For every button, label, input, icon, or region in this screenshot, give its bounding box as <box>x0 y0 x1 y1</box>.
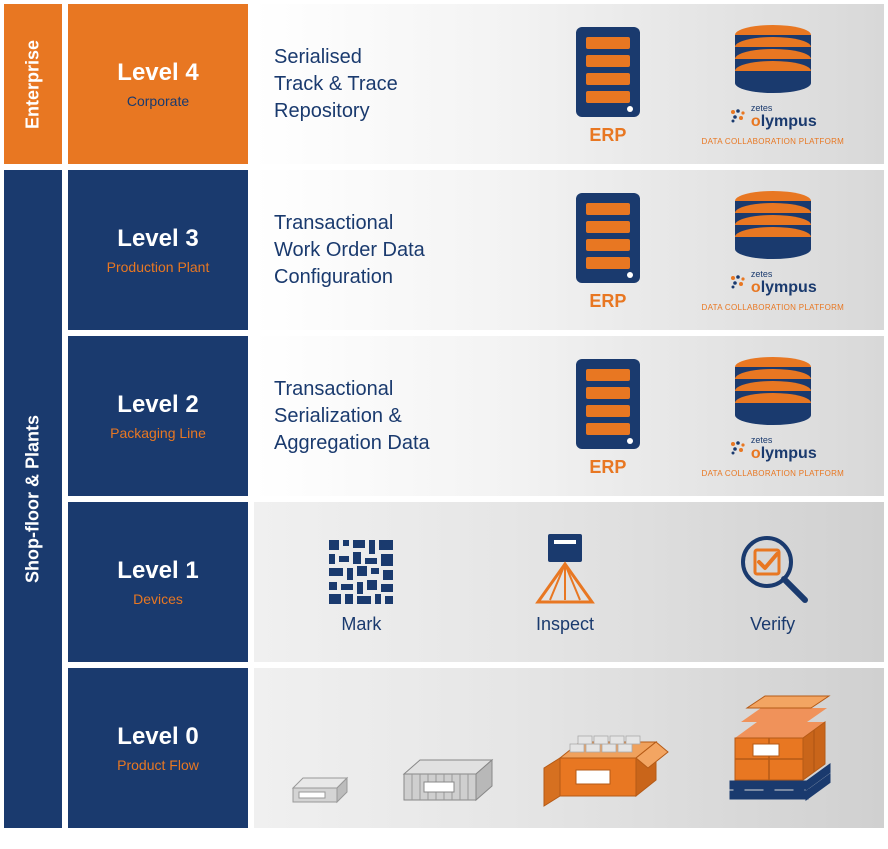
logo-tagline: DATA COLLABORATION PLATFORM <box>702 303 845 312</box>
logo-tagline: DATA COLLABORATION PLATFORM <box>702 469 845 478</box>
level0-content <box>254 668 884 828</box>
sidebar-shopfloor-text: Shop-floor & Plants <box>23 415 44 583</box>
level1-icons: Mark Inspect <box>274 530 864 635</box>
inspect-icon: Inspect <box>520 530 610 635</box>
erp-server-icon: ERP <box>574 25 642 146</box>
erp-label: ERP <box>589 125 626 146</box>
level4-subtitle: Corporate <box>127 93 189 109</box>
zetes-logo: zetes olympus <box>729 269 817 297</box>
level2-desc: Transactional Serialization & Aggregatio… <box>274 376 554 457</box>
logo-product: olympus <box>751 113 817 131</box>
logo-brand: zetes <box>751 103 817 113</box>
mark-label: Mark <box>341 614 381 635</box>
inspect-label: Inspect <box>536 614 594 635</box>
level0-title: Level 0 <box>117 723 198 751</box>
logo-dots-icon <box>729 440 747 458</box>
database-logo-icon: zetes olympus DATA COLLABORATION PLATFOR… <box>702 355 845 478</box>
database-logo-icon: zetes olympus DATA COLLABORATION PLATFOR… <box>702 189 845 312</box>
level2-desc-line1: Transactional <box>274 376 554 403</box>
level4-desc-line1: Serialised <box>274 44 554 71</box>
level4-desc-line3: Repository <box>274 98 554 125</box>
level1-cell: Level 1 Devices <box>68 502 248 662</box>
pallet-icon <box>713 688 853 808</box>
bundle-icon <box>398 748 498 808</box>
logo-dots-icon <box>729 108 747 126</box>
level3-icons: ERP <box>554 189 864 312</box>
single-pack-icon <box>285 768 355 808</box>
level4-desc: Serialised Track & Trace Repository <box>274 44 554 125</box>
level1-content: Mark Inspect <box>254 502 884 662</box>
level3-desc-line2: Work Order Data <box>274 237 554 264</box>
level3-desc: Transactional Work Order Data Configurat… <box>274 210 554 291</box>
level2-cell: Level 2 Packaging Line <box>68 336 248 496</box>
level1-title: Level 1 <box>117 557 198 585</box>
level3-content: Transactional Work Order Data Configurat… <box>254 170 884 330</box>
level1-subtitle: Devices <box>133 591 183 607</box>
level4-cell: Level 4 Corporate <box>68 4 248 164</box>
logo-brand: zetes <box>751 435 817 445</box>
erp-label: ERP <box>589 291 626 312</box>
open-case-icon <box>540 718 670 808</box>
level3-desc-line1: Transactional <box>274 210 554 237</box>
level2-desc-line3: Aggregation Data <box>274 430 554 457</box>
verify-icon: Verify <box>733 530 813 635</box>
erp-server-icon: ERP <box>574 191 642 312</box>
level3-desc-line3: Configuration <box>274 264 554 291</box>
level4-icons: ERP <box>554 23 864 146</box>
level2-title: Level 2 <box>117 391 198 419</box>
logo-tagline: DATA COLLABORATION PLATFORM <box>702 137 845 146</box>
level4-title: Level 4 <box>117 59 198 87</box>
logo-brand: zetes <box>751 269 817 279</box>
level2-content: Transactional Serialization & Aggregatio… <box>254 336 884 496</box>
level4-desc-line2: Track & Trace <box>274 71 554 98</box>
level2-desc-line2: Serialization & <box>274 403 554 430</box>
verify-label: Verify <box>750 614 795 635</box>
level0-cell: Level 0 Product Flow <box>68 668 248 828</box>
level0-icons <box>274 688 864 808</box>
logo-product: olympus <box>751 445 817 463</box>
zetes-logo: zetes olympus <box>729 103 817 131</box>
sidebar-enterprise-text: Enterprise <box>23 39 44 128</box>
level3-title: Level 3 <box>117 225 198 253</box>
sidebar-shopfloor: Shop-floor & Plants <box>4 170 62 828</box>
level2-icons: ERP <box>554 355 864 478</box>
level2-subtitle: Packaging Line <box>110 425 206 441</box>
level3-cell: Level 3 Production Plant <box>68 170 248 330</box>
level0-subtitle: Product Flow <box>117 757 199 773</box>
mark-icon: Mark <box>325 536 397 635</box>
levels-diagram: Enterprise Level 4 Corporate Serialised … <box>0 0 888 832</box>
level4-content: Serialised Track & Trace Repository ERP <box>254 4 884 164</box>
sidebar-enterprise: Enterprise <box>4 4 62 164</box>
level3-subtitle: Production Plant <box>107 259 210 275</box>
logo-dots-icon <box>729 274 747 292</box>
erp-label: ERP <box>589 457 626 478</box>
database-logo-icon: zetes olympus DATA COLLABORATION PLATFOR… <box>702 23 845 146</box>
zetes-logo: zetes olympus <box>729 435 817 463</box>
logo-product: olympus <box>751 279 817 297</box>
erp-server-icon: ERP <box>574 357 642 478</box>
